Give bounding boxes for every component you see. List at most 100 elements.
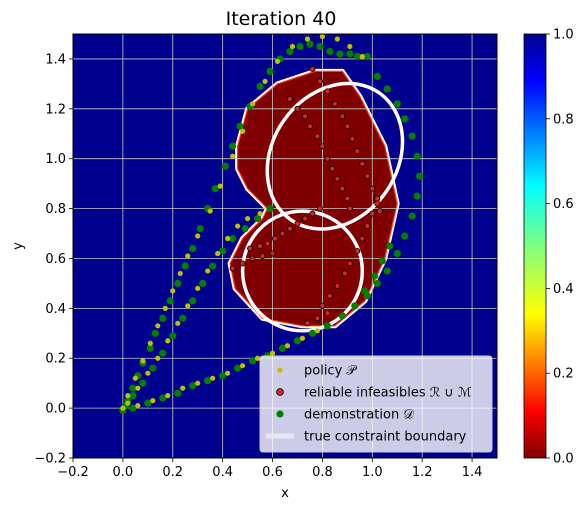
x-tick-label: 0.0	[113, 465, 134, 480]
y-tick-label: 0.8	[45, 202, 66, 217]
x-tick-label: 0.4	[212, 465, 233, 480]
infeasible-point	[344, 123, 351, 130]
colorbar-tick-label: 0.8	[553, 112, 574, 127]
infeasible-point	[269, 250, 276, 257]
infeasible-point	[301, 113, 308, 120]
demonstration-point	[416, 172, 424, 180]
demonstration-point	[159, 314, 167, 322]
infeasible-point	[376, 208, 383, 215]
x-tick-label: 1.2	[412, 465, 433, 480]
demonstration-point	[234, 364, 242, 372]
demonstration-point	[393, 100, 401, 108]
infeasible-point	[314, 315, 321, 322]
demonstration-point	[373, 279, 381, 288]
policy-point	[210, 375, 216, 381]
policy-point	[230, 153, 236, 159]
legend-policy-swatch	[277, 367, 283, 373]
infeasible-point	[324, 310, 331, 317]
infeasible-point	[249, 255, 256, 262]
demonstration-point	[393, 249, 401, 258]
y-axis-ticks: −0.2 0.0 0.2 0.4 0.6 0.8 1.0 1.2 1.4	[34, 52, 73, 467]
demonstration-point	[253, 214, 262, 223]
infeasible-region	[229, 70, 398, 327]
demonstration-point	[361, 287, 369, 295]
infeasible-point	[229, 265, 236, 272]
y-tick-label: 1.2	[45, 102, 66, 117]
y-tick-label: 0.0	[45, 402, 66, 417]
policy-point	[240, 363, 246, 369]
infeasible-point	[364, 223, 371, 230]
infeasible-point	[334, 282, 341, 289]
demonstration-point	[241, 224, 249, 233]
infeasible-point	[319, 302, 326, 309]
plot-frame	[72, 33, 498, 459]
demonstration-point	[293, 337, 302, 345]
demonstration-point	[229, 142, 237, 150]
infeasible-point	[331, 100, 338, 107]
x-tick-label: 0.8	[312, 465, 333, 480]
y-tick-label: −0.2	[34, 452, 66, 467]
demonstration-point	[139, 379, 147, 387]
policy-point	[257, 210, 263, 217]
plot-area	[73, 34, 497, 458]
legend-demonstration-swatch	[276, 410, 284, 418]
policy-point	[165, 338, 171, 344]
demonstration-point	[159, 349, 167, 357]
demonstration-point	[278, 344, 287, 352]
demonstration-point	[401, 232, 409, 240]
policy-point	[314, 328, 321, 334]
policy-point	[262, 78, 268, 84]
demonstration-point	[221, 162, 229, 170]
demonstration-point	[308, 329, 317, 337]
demonstration-point	[323, 322, 331, 330]
policy-point	[185, 253, 191, 259]
colorbar-tick-label: 0.2	[553, 367, 574, 382]
demonstration-point	[129, 404, 137, 412]
infeasible-point	[314, 133, 321, 140]
demonstration-point	[129, 392, 137, 400]
demonstration-point	[204, 377, 212, 385]
x-tick-label: 0.2	[162, 465, 183, 480]
demonstration-point	[351, 302, 359, 310]
demonstration-point	[353, 52, 361, 61]
demonstration-point	[408, 132, 416, 140]
infeasible-point	[316, 205, 323, 212]
demonstration-point	[219, 372, 227, 380]
policy-point	[205, 268, 211, 274]
colorbar-ticks: 0.0 0.2 0.4 0.6 0.8 1.0	[546, 28, 574, 467]
policy-point	[249, 101, 256, 107]
colorbar: 0.0 0.2 0.4 0.6 0.8 1.0	[523, 28, 574, 467]
y-tick-label: 0.6	[45, 252, 66, 267]
policy-point	[195, 233, 201, 239]
infeasible-point	[259, 252, 266, 259]
demonstration-point	[129, 384, 137, 392]
policy-point	[155, 323, 161, 329]
infeasible-point	[329, 165, 336, 172]
infeasible-point	[344, 195, 351, 202]
policy-point	[195, 380, 201, 386]
policy-point	[334, 36, 340, 42]
demonstration-point	[256, 82, 264, 90]
infeasible-point	[279, 230, 286, 237]
infeasible-point	[286, 225, 293, 232]
infeasible-point	[349, 135, 356, 142]
demonstration-point	[373, 72, 381, 80]
demonstration-point	[199, 279, 207, 288]
infeasible-point	[364, 173, 371, 180]
legend-label: reliable infeasibles ℛ ∪ ℳ	[304, 386, 472, 401]
demonstration-point	[151, 329, 159, 337]
demonstration-point	[266, 67, 274, 76]
policy-point	[235, 223, 241, 229]
policy-point	[162, 305, 168, 311]
constraint-boundary-ellipse	[265, 81, 405, 231]
policy-point	[132, 375, 138, 381]
demonstration-point	[413, 192, 421, 200]
demonstration-point	[196, 224, 204, 233]
x-axis-label: x	[281, 486, 289, 501]
legend-label: true constraint boundary	[304, 430, 467, 445]
demonstration-point	[383, 267, 391, 275]
policy-point	[120, 405, 126, 411]
policy-point	[147, 340, 153, 346]
demonstration-point	[326, 47, 334, 56]
demonstration-point	[413, 152, 421, 160]
